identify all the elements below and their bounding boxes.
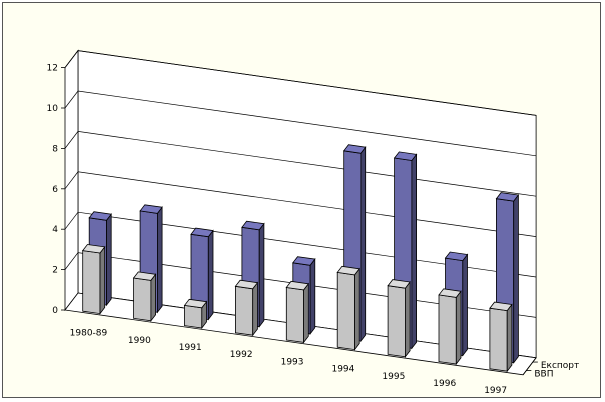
bar-face <box>506 303 513 373</box>
bar-ВВП-1990 <box>132 271 157 322</box>
bar-face <box>360 146 367 343</box>
bar-face <box>303 282 309 344</box>
y-tick-label: 0 <box>52 306 58 316</box>
bar-ВВП-1997 <box>489 301 513 373</box>
y-tick-label: 6 <box>52 185 58 195</box>
bar-face <box>190 227 214 238</box>
bar-Експорт-1991 <box>190 227 214 321</box>
bar-face <box>252 281 258 337</box>
x-tick-label: 1996 <box>433 379 456 389</box>
y-tick-label: 10 <box>47 104 59 114</box>
bar-face <box>513 193 519 364</box>
bar-ВВП-1993 <box>285 280 310 344</box>
bar-ВВП-1980-89 <box>81 244 106 315</box>
bar-face <box>285 287 305 343</box>
bar-face <box>207 229 214 321</box>
gridline <box>64 171 537 237</box>
gridline <box>64 50 537 116</box>
x-tick-label: 1993 <box>281 357 304 367</box>
bar-face <box>387 285 406 358</box>
bar-face <box>139 204 163 214</box>
x-tick-label: 1980-89 <box>70 329 108 339</box>
bar-ВВП-1994 <box>336 265 360 351</box>
gridline <box>64 131 537 197</box>
depth-axis <box>522 357 537 376</box>
bar-face <box>489 301 513 312</box>
bar-face <box>258 222 265 328</box>
bar-face <box>495 192 520 202</box>
bar-face <box>241 220 265 231</box>
y-tick-label: 12 <box>47 64 58 74</box>
y-tick-label: 4 <box>52 225 58 235</box>
gridline <box>64 90 537 157</box>
bar-face <box>234 279 259 290</box>
y-tick-label: 2 <box>52 266 58 276</box>
bar-face <box>234 285 254 336</box>
bar-face <box>489 307 508 372</box>
bar-ВВП-1995 <box>387 279 411 358</box>
bar-face <box>404 280 411 358</box>
bar-face <box>99 245 106 315</box>
x-tick-label: 1990 <box>128 336 151 346</box>
bar-face <box>455 290 462 366</box>
series-label: Експорт <box>541 361 579 371</box>
bar-face <box>81 244 106 254</box>
bar-face <box>156 206 163 314</box>
bar-face <box>444 251 469 262</box>
bar-face <box>342 144 367 154</box>
x-tick-label: 1994 <box>331 365 354 375</box>
bar-ВВП-1992 <box>234 279 259 337</box>
bar-face <box>438 294 457 365</box>
y-tick-label: 8 <box>52 144 58 154</box>
bar-face <box>82 250 101 315</box>
x-tick-label: 1992 <box>230 350 253 360</box>
bar-face <box>184 304 203 329</box>
bar-face <box>309 257 316 336</box>
x-tick-label: 1995 <box>382 372 405 382</box>
bar-face <box>336 271 355 351</box>
series-label: ВВП <box>534 370 553 380</box>
bar-face <box>133 277 152 322</box>
x-tick-label: 1997 <box>484 386 507 396</box>
bar-face <box>292 256 316 266</box>
bar-face <box>393 151 418 161</box>
x-tick-label: 1991 <box>179 343 202 353</box>
bar-face <box>88 211 112 221</box>
bar-face <box>387 279 411 289</box>
bar-face <box>438 288 462 298</box>
bar-face <box>285 280 310 291</box>
bar-face <box>150 273 157 322</box>
bar-face <box>336 265 360 276</box>
bar-face <box>354 267 360 351</box>
gridline <box>64 252 537 318</box>
bar-face <box>462 253 468 357</box>
gridline <box>64 211 537 278</box>
bar-ВВП-1991 <box>183 298 208 330</box>
bar-face <box>411 153 418 350</box>
bar-face <box>132 271 157 281</box>
bar-ВВП-1996 <box>438 288 462 366</box>
bar-face <box>106 213 112 307</box>
bar-face <box>183 298 208 309</box>
